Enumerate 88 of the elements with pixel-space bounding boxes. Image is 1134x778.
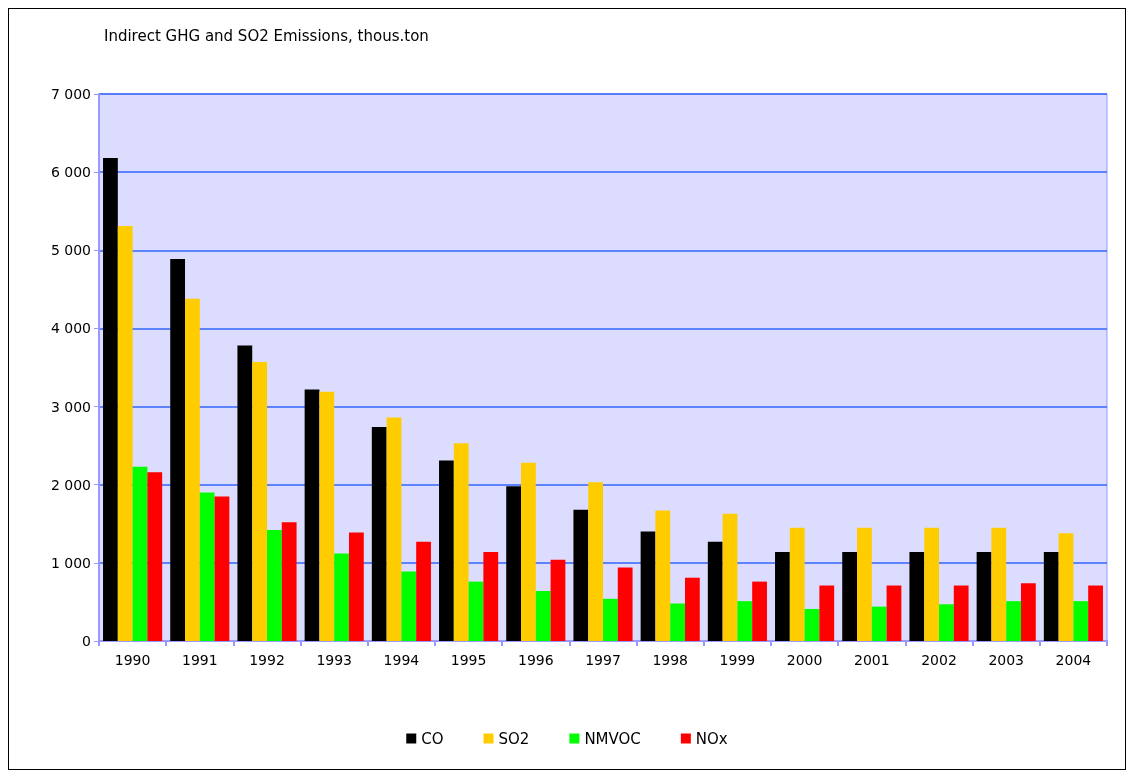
bar <box>789 527 805 641</box>
bar <box>185 298 200 641</box>
bar <box>871 606 887 641</box>
bar <box>117 226 133 641</box>
bar <box>147 472 163 641</box>
y-tick-label: 4 000 <box>50 320 91 337</box>
x-tick-label: 1996 <box>517 652 554 668</box>
bar <box>939 604 954 641</box>
bar <box>483 551 499 641</box>
y-tick-label: 0 <box>82 633 91 649</box>
bar <box>170 258 186 641</box>
bar <box>252 362 267 641</box>
chart-title: Indirect GHG and SO2 Emissions, thous.ton <box>104 26 429 45</box>
bar <box>588 482 603 641</box>
x-tick-label: 1998 <box>652 652 689 668</box>
y-tick-label: 7 000 <box>50 86 91 102</box>
bar <box>924 527 939 641</box>
bar <box>103 158 118 641</box>
bar <box>1058 533 1074 641</box>
x-tick-label: 1992 <box>249 652 285 668</box>
bar <box>1020 583 1036 641</box>
bar <box>319 391 335 641</box>
bar <box>371 426 387 641</box>
bar <box>506 486 522 641</box>
bar <box>707 541 723 641</box>
bar <box>976 551 992 641</box>
bar <box>617 567 633 641</box>
bar <box>909 551 925 641</box>
legend-label: SO2 <box>498 729 530 748</box>
bar <box>521 462 536 641</box>
bar <box>1006 601 1021 641</box>
bar <box>468 581 484 641</box>
bar <box>842 551 858 641</box>
bar <box>304 389 320 641</box>
x-tick-label: 1995 <box>450 652 487 668</box>
bar <box>550 559 566 641</box>
bar <box>401 571 417 641</box>
bar <box>886 585 902 641</box>
bar <box>439 460 454 641</box>
bar <box>1073 601 1089 641</box>
bar <box>453 443 469 641</box>
x-tick-label: 1994 <box>383 652 420 668</box>
y-tick-label: 2 000 <box>50 476 91 493</box>
bar <box>199 492 215 641</box>
x-tick-label: 1990 <box>114 652 151 668</box>
bar <box>132 466 148 641</box>
bar <box>953 585 969 641</box>
x-tick-label: 2002 <box>921 652 957 668</box>
bar <box>819 585 835 641</box>
bar <box>775 551 790 641</box>
bar <box>640 531 656 641</box>
bar <box>737 601 753 641</box>
x-tick-label: 2001 <box>853 652 890 668</box>
bar <box>603 598 618 641</box>
y-tick-label: 3 000 <box>50 398 91 415</box>
bar <box>857 527 872 641</box>
bar <box>281 522 297 641</box>
bar <box>670 603 685 641</box>
bar <box>684 577 700 641</box>
x-tick-label: 2003 <box>988 652 1025 668</box>
bar <box>348 532 364 641</box>
y-tick-label: 6 000 <box>50 164 91 181</box>
bar <box>535 590 551 641</box>
legend-label: NMVOC <box>584 729 641 748</box>
x-tick-label: 1991 <box>181 652 218 668</box>
bar <box>1043 551 1059 641</box>
y-tick-label: 5 000 <box>50 242 91 259</box>
bar <box>386 417 402 641</box>
x-tick-label: 1993 <box>316 652 353 668</box>
bar <box>416 541 431 641</box>
bar <box>655 510 671 641</box>
bar <box>991 527 1007 641</box>
bar <box>237 345 253 641</box>
legend-label: CO <box>421 729 444 748</box>
bar <box>1088 585 1103 641</box>
bar <box>804 608 820 641</box>
bar <box>722 513 738 641</box>
x-tick-label: 1999 <box>719 652 756 668</box>
bar <box>267 530 282 641</box>
y-tick-label: 1 000 <box>50 554 91 571</box>
x-tick-label: 2000 <box>786 652 823 668</box>
x-tick-label: 2004 <box>1055 652 1092 668</box>
bar <box>334 553 349 641</box>
bar <box>214 496 230 641</box>
bar <box>752 581 767 641</box>
legend-label: NOx <box>695 729 728 748</box>
x-tick-label: 1997 <box>585 652 621 668</box>
bar <box>573 509 589 641</box>
